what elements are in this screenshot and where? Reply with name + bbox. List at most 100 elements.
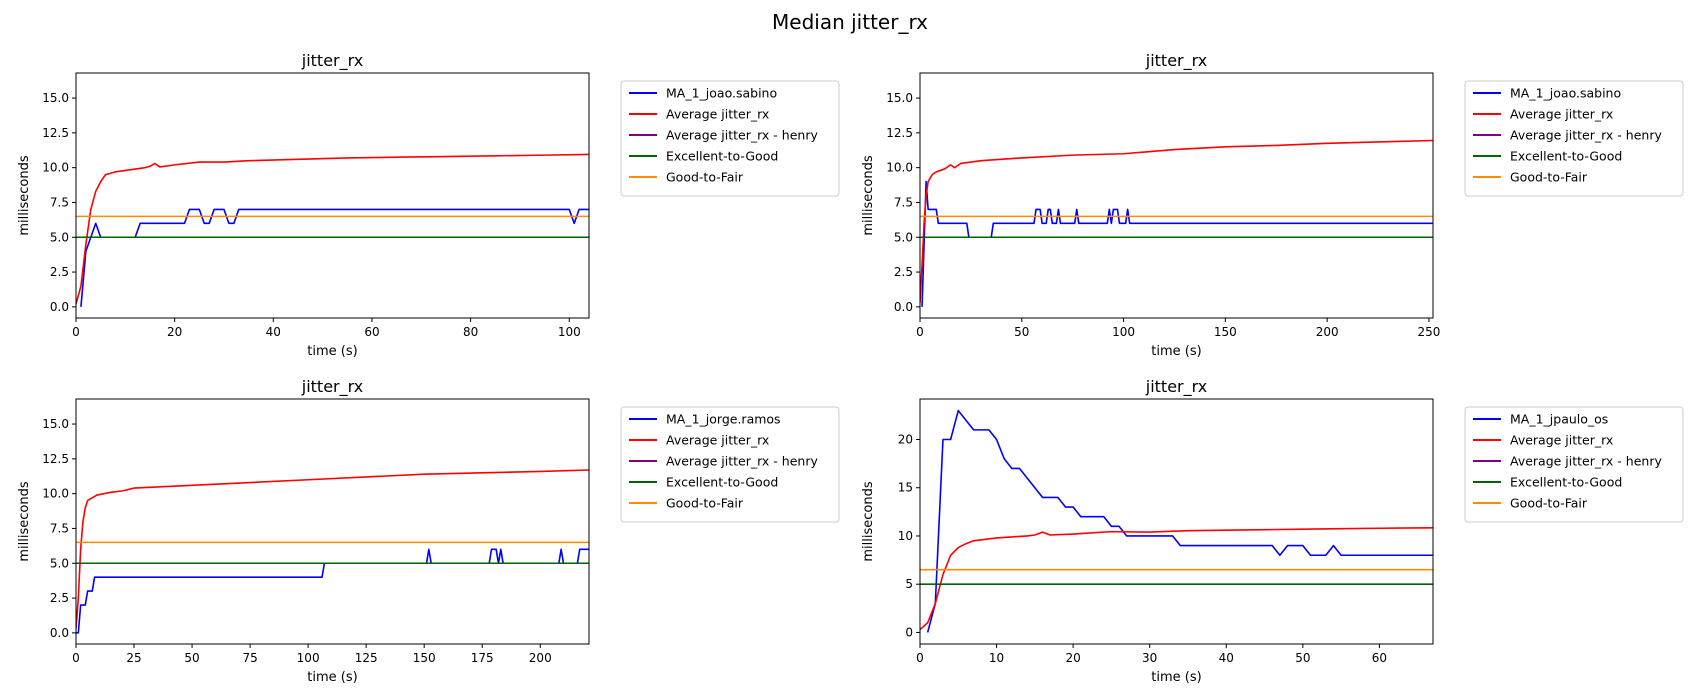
series-line-2 xyxy=(920,139,1433,303)
series-line-1 xyxy=(926,409,1433,633)
legend-entry: Average jitter_rx xyxy=(1510,107,1613,122)
x-tick-label: 150 xyxy=(1214,325,1237,339)
x-tick-label: 50 xyxy=(184,651,199,665)
chart-title: jitter_rx xyxy=(301,51,363,71)
legend-box xyxy=(620,80,840,197)
series-line-2 xyxy=(76,153,589,305)
x-axis-label: time (s) xyxy=(307,344,357,359)
y-axis-label: milliseconds xyxy=(861,481,876,561)
legend-entry: Good-to-Fair xyxy=(1510,170,1588,185)
plot-frame xyxy=(75,72,590,319)
x-axis-label: time (s) xyxy=(307,670,357,685)
x-tick-label: 100 xyxy=(297,651,320,665)
legend-entry: Good-to-Fair xyxy=(666,170,744,185)
series-group xyxy=(76,153,589,307)
y-tick-label: 5.0 xyxy=(894,230,913,244)
legend: MA_1_jorge.ramos Average jitter_rx Average… xyxy=(620,406,840,523)
y-tick-label: 0 xyxy=(905,625,913,639)
legend-entry: Average jitter_rx xyxy=(666,107,769,122)
legend-box xyxy=(1464,406,1684,523)
legend: MA_1_joao.sabino Average jitter_rx Average… xyxy=(1464,80,1684,197)
x-tick-label: 40 xyxy=(1219,651,1234,665)
legend-entry: MA_1_jorge.ramos xyxy=(666,412,781,427)
y-tick-label: 0.0 xyxy=(50,626,69,640)
y-tick-label: 0.0 xyxy=(50,300,69,314)
legend-entry: Excellent-to-Good xyxy=(666,149,778,164)
x-tick-label: 150 xyxy=(413,651,436,665)
y-tick-label: 7.5 xyxy=(50,521,69,535)
legend-entry: Average jitter_rx - henry xyxy=(1510,128,1662,143)
y-tick-label: 7.5 xyxy=(894,195,913,209)
x-tick-label: 40 xyxy=(266,325,281,339)
x-axis-label: time (s) xyxy=(1151,344,1201,359)
x-tick-label: 20 xyxy=(167,325,182,339)
x-tick-label: 25 xyxy=(126,651,141,665)
legend-entry: MA_1_jpaulo_os xyxy=(1510,412,1608,427)
y-tick-label: 2.5 xyxy=(50,591,69,605)
legend: MA_1_jpaulo_os Average jitter_rx Average j… xyxy=(1464,406,1684,523)
x-tick-label: 200 xyxy=(529,651,552,665)
legend-entry: MA_1_joao.sabino xyxy=(1510,86,1621,101)
chart-panel-1: 0 20 40 60 80 100 0.0 2.5 5.0 7.5 10.0 12.5 15.0 jitt… xyxy=(17,51,840,359)
y-tick-label: 7.5 xyxy=(50,195,69,209)
series-line-2 xyxy=(76,469,589,629)
legend-box xyxy=(1464,80,1684,197)
y-axis-label: milliseconds xyxy=(17,155,32,235)
legend-entry: Excellent-to-Good xyxy=(1510,475,1622,490)
y-tick-label: 5 xyxy=(905,577,913,591)
plot-frame xyxy=(919,398,1434,645)
series-group xyxy=(920,409,1433,633)
y-tick-label: 10 xyxy=(898,529,913,543)
y-tick-label: 10.0 xyxy=(886,161,913,175)
y-tick-label: 20 xyxy=(898,433,913,447)
x-tick-label: 200 xyxy=(1316,325,1339,339)
x-tick-label: 60 xyxy=(1372,651,1387,665)
y-tick-label: 12.5 xyxy=(42,452,69,466)
series-group xyxy=(76,469,589,634)
x-tick-label: 50 xyxy=(1295,651,1310,665)
legend: MA_1_joao.sabino Average jitter_rx Average… xyxy=(620,80,840,197)
x-tick-label: 20 xyxy=(1065,651,1080,665)
legend-entry: Average jitter_rx - henry xyxy=(666,454,818,469)
y-tick-label: 12.5 xyxy=(886,126,913,140)
x-tick-label: 30 xyxy=(1142,651,1157,665)
legend-entry: Average jitter_rx - henry xyxy=(666,128,818,143)
chart-title: jitter_rx xyxy=(1145,377,1207,397)
legend-entry: Average jitter_rx - henry xyxy=(1510,454,1662,469)
legend-entry: Average jitter_rx xyxy=(1510,433,1613,448)
y-tick-label: 2.5 xyxy=(50,265,69,279)
series-group xyxy=(920,139,1433,307)
x-tick-label: 0 xyxy=(72,325,80,339)
x-tick-label: 250 xyxy=(1417,325,1440,339)
chart-panel-3: 0 25 50 75 100 125 150 175 200 0.0 2.5 5.0 7.5 10.0 12… xyxy=(17,377,840,685)
y-tick-label: 15.0 xyxy=(42,417,69,431)
x-axis-label: time (s) xyxy=(1151,670,1201,685)
y-tick-label: 15.0 xyxy=(42,91,69,105)
x-tick-label: 10 xyxy=(989,651,1004,665)
legend-entry: Good-to-Fair xyxy=(1510,496,1588,511)
y-tick-label: 5.0 xyxy=(50,230,69,244)
y-tick-label: 15 xyxy=(898,481,913,495)
x-tick-label: 100 xyxy=(1112,325,1135,339)
x-tick-label: 0 xyxy=(72,651,80,665)
y-tick-label: 12.5 xyxy=(42,126,69,140)
y-tick-label: 15.0 xyxy=(886,91,913,105)
legend-entry: Average jitter_rx xyxy=(666,433,769,448)
chart-title: jitter_rx xyxy=(1145,51,1207,71)
series-line-1 xyxy=(921,180,1433,307)
plot-frame xyxy=(919,72,1434,319)
y-axis-label: milliseconds xyxy=(17,481,32,561)
series-line-2 xyxy=(920,526,1433,631)
x-tick-label: 60 xyxy=(364,325,379,339)
x-tick-label: 50 xyxy=(1014,325,1029,339)
x-tick-label: 80 xyxy=(463,325,478,339)
y-tick-label: 0.0 xyxy=(894,300,913,314)
legend-box xyxy=(620,406,840,523)
legend-entry: Excellent-to-Good xyxy=(1510,149,1622,164)
x-tick-label: 175 xyxy=(471,651,494,665)
chart-panel-2: 0 50 100 150 200 250 0.0 2.5 5.0 7.5 10.0 12.5 15.0 j… xyxy=(861,51,1684,359)
figure-title: Median jitter_rx xyxy=(772,10,928,34)
y-tick-label: 10.0 xyxy=(42,487,69,501)
